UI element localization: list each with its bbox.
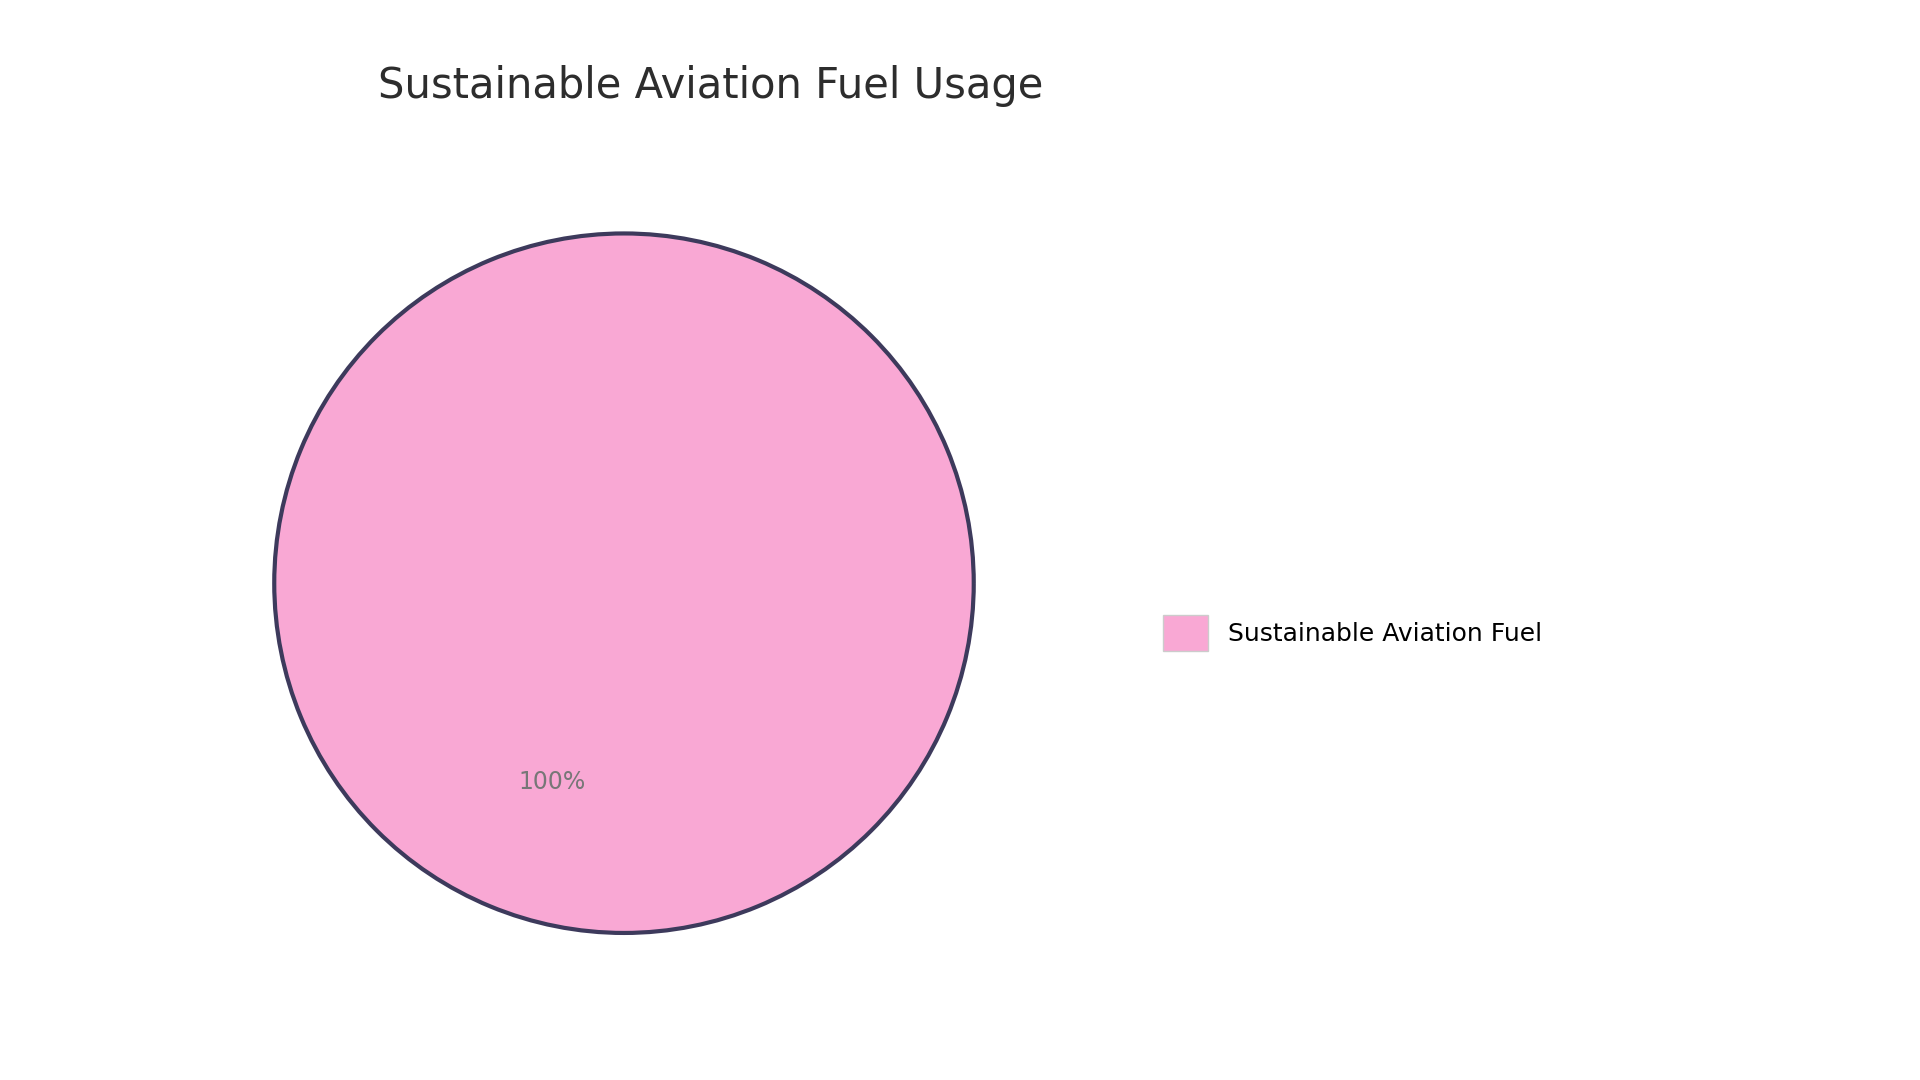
Legend: Sustainable Aviation Fuel: Sustainable Aviation Fuel	[1154, 605, 1551, 661]
Wedge shape	[275, 233, 973, 933]
Text: 100%: 100%	[518, 770, 586, 794]
Text: Sustainable Aviation Fuel Usage: Sustainable Aviation Fuel Usage	[378, 65, 1043, 107]
